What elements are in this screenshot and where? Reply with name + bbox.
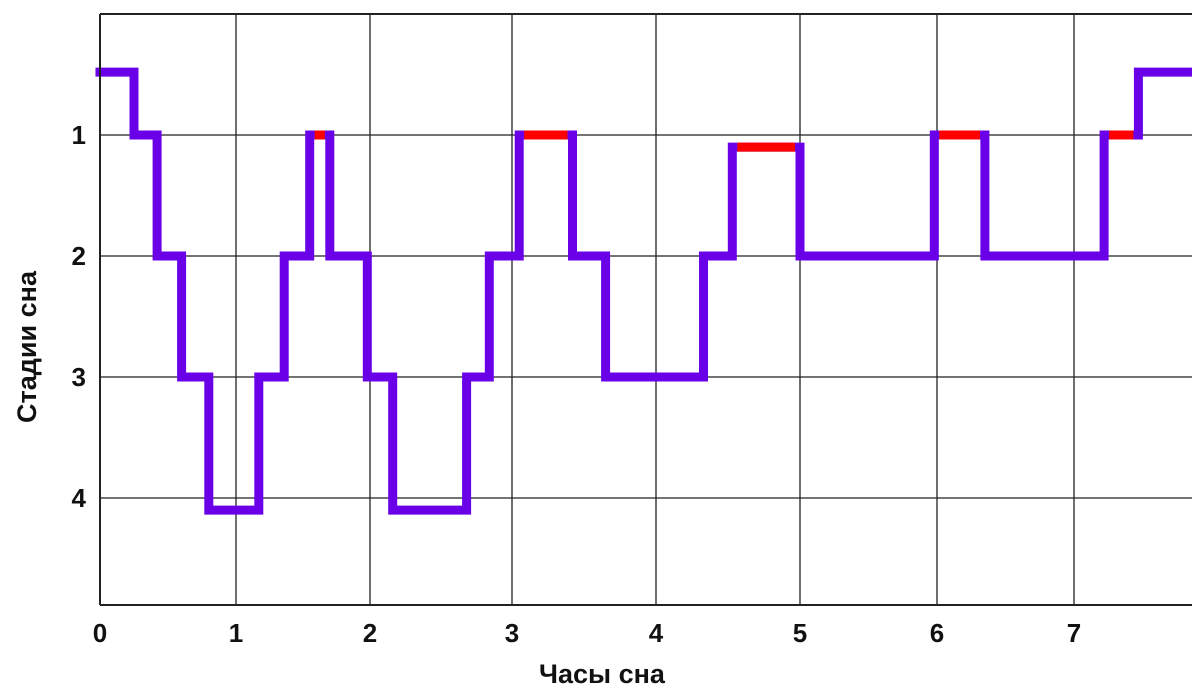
y-tick-labels: 1 2 3 4 <box>72 120 87 513</box>
x-tick-label: 2 <box>363 618 377 648</box>
y-tick-label: 1 <box>72 120 86 150</box>
x-tick-label: 6 <box>930 618 944 648</box>
y-tick-label: 4 <box>72 483 87 513</box>
x-tick-label: 4 <box>649 618 664 648</box>
x-tick-label: 3 <box>505 618 519 648</box>
y-tick-label: 3 <box>72 362 86 392</box>
sleep-stage-series <box>95 67 1192 515</box>
rem-segments <box>314 130 1134 152</box>
y-tick-label: 2 <box>72 241 86 271</box>
y-axis-label: Стадии сна <box>12 270 42 423</box>
x-tick-labels: 0 1 2 3 4 5 6 7 <box>93 618 1081 648</box>
x-tick-label: 5 <box>793 618 807 648</box>
x-tick-label: 1 <box>229 618 243 648</box>
sleep-stage-line <box>95 67 1192 515</box>
x-tick-label: 7 <box>1067 618 1081 648</box>
x-axis-label: Часы сна <box>539 659 666 689</box>
x-tick-label: 0 <box>93 618 107 648</box>
grid-lines <box>100 14 1192 605</box>
plot-frame <box>99 13 1192 606</box>
